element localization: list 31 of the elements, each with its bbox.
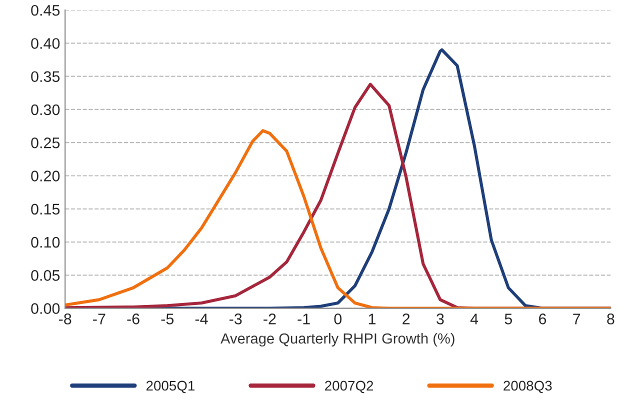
y-tick-label: 0.00 xyxy=(31,303,60,314)
x-tick-label: -5 xyxy=(161,314,174,324)
x-tick-label: 3 xyxy=(436,314,444,324)
y-tick-label: 0.25 xyxy=(31,137,60,148)
y-tick-label: 0.10 xyxy=(31,236,60,248)
x-tick-label: 6 xyxy=(539,314,546,324)
legend-label: 2007Q2 xyxy=(325,380,374,394)
legend-label: 2008Q3 xyxy=(504,380,552,394)
y-tick-label: 0.05 xyxy=(31,270,60,281)
x-tick-label: -6 xyxy=(127,314,140,324)
legend-label: 2005Q1 xyxy=(146,380,194,394)
y-tick-label: 0.45 xyxy=(31,4,60,16)
x-tick-label: 4 xyxy=(470,314,478,324)
x-tick-label: 5 xyxy=(504,314,512,324)
y-tick-label: 0.35 xyxy=(31,71,60,82)
y-tick-label: 0.40 xyxy=(31,38,60,49)
x-tick-label: -4 xyxy=(195,314,208,324)
x-tick-label: 8 xyxy=(607,314,614,324)
x-tick-label: 1 xyxy=(368,314,376,324)
x-axis-title: Average Quarterly RHPI Growth (%) xyxy=(220,332,454,347)
y-tick-label: 0.15 xyxy=(31,204,60,215)
x-tick-label: -7 xyxy=(93,314,106,324)
y-tick-label: 0.20 xyxy=(31,170,60,182)
x-tick-label: 7 xyxy=(573,314,580,324)
x-tick-label: -8 xyxy=(58,314,72,324)
x-tick-label: -3 xyxy=(229,314,242,324)
y-tick-label: 0.30 xyxy=(31,104,60,116)
x-tick-label: 0 xyxy=(334,314,342,324)
x-tick-label: -2 xyxy=(264,314,276,324)
x-tick-label: 2 xyxy=(402,314,410,324)
x-tick-label: -1 xyxy=(298,314,310,324)
